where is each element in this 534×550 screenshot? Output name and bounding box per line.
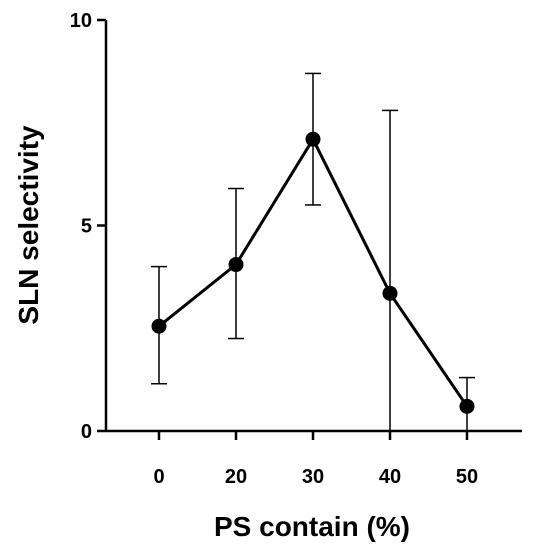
error-bar	[382, 109, 398, 431]
x-tick-label: 20	[225, 466, 247, 488]
plot-area	[151, 72, 475, 431]
data-point	[305, 131, 321, 147]
data-point	[151, 318, 167, 334]
y-axis: 0 5 10	[70, 10, 108, 443]
x-tick-label: 50	[456, 466, 478, 488]
data-point	[382, 285, 398, 301]
y-tick-label: 5	[81, 216, 92, 238]
data-point	[228, 257, 244, 273]
x-tick-label: 40	[379, 466, 401, 488]
y-tick-label: 10	[70, 10, 92, 32]
x-axis-title: PS contain (%)	[214, 511, 410, 542]
y-axis-title: SLN selectivity	[13, 125, 44, 325]
x-tick-label: 30	[302, 466, 324, 488]
y-tick-label: 0	[81, 421, 92, 443]
data-point	[459, 398, 475, 414]
x-axis: 0 20 30 40 50	[106, 429, 522, 488]
x-tick-label: 0	[153, 466, 164, 488]
